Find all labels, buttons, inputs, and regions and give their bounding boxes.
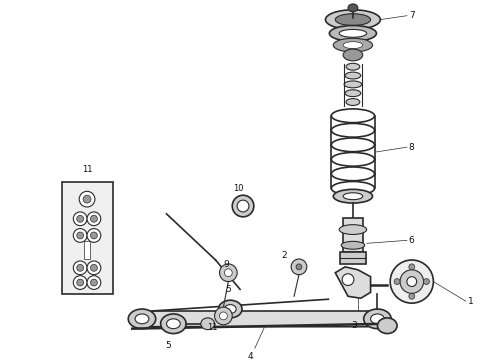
Ellipse shape xyxy=(343,49,363,61)
Ellipse shape xyxy=(346,63,360,70)
Text: 9: 9 xyxy=(223,260,229,269)
Text: 7: 7 xyxy=(409,11,415,20)
Ellipse shape xyxy=(400,270,423,293)
Ellipse shape xyxy=(74,229,87,242)
Ellipse shape xyxy=(346,99,360,105)
Ellipse shape xyxy=(91,232,98,239)
Ellipse shape xyxy=(167,319,180,329)
Ellipse shape xyxy=(87,212,101,226)
Text: 3: 3 xyxy=(351,321,357,330)
Text: 8: 8 xyxy=(409,143,415,152)
Ellipse shape xyxy=(423,279,429,284)
Ellipse shape xyxy=(219,300,242,318)
Ellipse shape xyxy=(237,200,249,212)
Ellipse shape xyxy=(224,305,236,314)
Ellipse shape xyxy=(407,277,416,287)
Ellipse shape xyxy=(339,30,367,37)
Ellipse shape xyxy=(161,314,186,334)
Ellipse shape xyxy=(296,264,302,270)
Ellipse shape xyxy=(339,225,367,234)
Text: 6: 6 xyxy=(409,236,415,245)
Ellipse shape xyxy=(343,193,363,200)
Ellipse shape xyxy=(77,279,84,286)
Ellipse shape xyxy=(74,212,87,226)
Ellipse shape xyxy=(74,261,87,275)
Ellipse shape xyxy=(364,309,391,329)
Ellipse shape xyxy=(87,229,101,242)
Text: 10: 10 xyxy=(233,184,244,193)
Ellipse shape xyxy=(291,259,307,275)
Ellipse shape xyxy=(77,232,84,239)
Bar xyxy=(62,181,113,294)
Ellipse shape xyxy=(77,215,84,222)
Ellipse shape xyxy=(77,264,84,271)
Ellipse shape xyxy=(390,260,433,303)
Bar xyxy=(343,218,363,252)
Ellipse shape xyxy=(83,195,91,203)
Ellipse shape xyxy=(341,241,365,249)
Ellipse shape xyxy=(333,189,372,203)
Ellipse shape xyxy=(91,215,98,222)
Ellipse shape xyxy=(325,10,380,30)
Ellipse shape xyxy=(348,4,358,12)
Text: 11: 11 xyxy=(82,165,93,174)
Bar xyxy=(84,241,90,259)
Ellipse shape xyxy=(409,264,415,270)
Ellipse shape xyxy=(377,318,397,334)
Polygon shape xyxy=(335,267,370,298)
Ellipse shape xyxy=(74,276,87,289)
Text: 2: 2 xyxy=(281,251,287,260)
Text: 5: 5 xyxy=(225,285,231,294)
Ellipse shape xyxy=(224,269,232,277)
Polygon shape xyxy=(132,311,387,327)
Ellipse shape xyxy=(87,261,101,275)
Ellipse shape xyxy=(128,309,156,329)
Ellipse shape xyxy=(215,307,232,325)
Text: 1: 1 xyxy=(468,297,473,306)
Ellipse shape xyxy=(345,90,361,96)
Text: 5: 5 xyxy=(166,341,171,350)
Ellipse shape xyxy=(342,274,354,285)
Ellipse shape xyxy=(91,264,98,271)
Ellipse shape xyxy=(232,195,254,217)
Ellipse shape xyxy=(335,14,370,26)
Ellipse shape xyxy=(394,279,400,284)
Ellipse shape xyxy=(201,318,215,330)
Ellipse shape xyxy=(345,72,361,79)
Bar xyxy=(340,252,366,264)
Ellipse shape xyxy=(79,191,95,207)
Ellipse shape xyxy=(333,38,372,52)
Ellipse shape xyxy=(220,264,237,282)
Text: 4: 4 xyxy=(248,352,253,360)
Ellipse shape xyxy=(409,293,415,299)
Ellipse shape xyxy=(87,276,101,289)
Ellipse shape xyxy=(220,312,227,320)
Ellipse shape xyxy=(329,26,376,41)
Ellipse shape xyxy=(344,81,362,88)
Ellipse shape xyxy=(370,314,384,324)
Ellipse shape xyxy=(135,314,149,324)
Ellipse shape xyxy=(343,42,363,49)
Ellipse shape xyxy=(91,279,98,286)
Text: 11: 11 xyxy=(207,323,217,332)
